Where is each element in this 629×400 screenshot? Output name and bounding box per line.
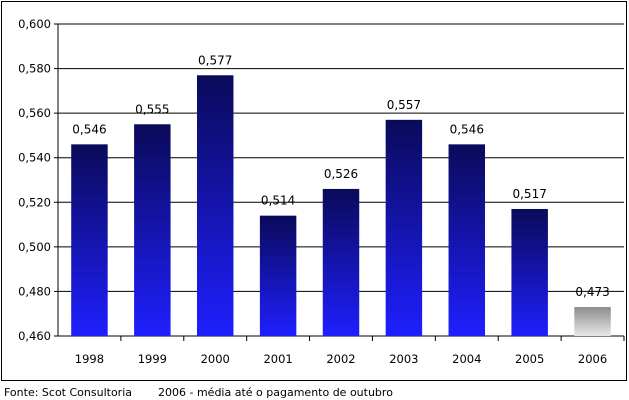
data-label-2004: 0,546: [450, 122, 484, 136]
data-label-2003: 0,557: [387, 98, 421, 112]
chart-frame: 0,546 0,555 0,577 0,514 0,526 0,557 0,546 0,517…: [1, 1, 627, 381]
x-tick-label-2004: 2004: [452, 352, 481, 366]
footnote: 2006 - média até o pagamento de outubro: [158, 386, 393, 399]
data-label-1998: 0,546: [72, 122, 106, 136]
data-label-2002: 0,526: [324, 167, 358, 181]
y-tick-label: 0,460: [18, 329, 51, 343]
y-axis-ticks: 0,460 0,480 0,500 0,520 0,540 0,560 0,580 0,600: [18, 17, 51, 343]
data-labels: 0,546 0,555 0,577 0,514 0,526 0,557 0,546 0,517…: [72, 53, 609, 299]
y-tick-label: 0,560: [18, 106, 51, 120]
x-tick-label-2001: 2001: [263, 352, 292, 366]
data-label-2001: 0,514: [261, 194, 295, 208]
bar-2004: [448, 144, 486, 336]
x-tick-label-1998: 1998: [75, 352, 104, 366]
bars: [71, 75, 611, 337]
x-tick-label-2000: 2000: [201, 352, 230, 366]
bar-2005: [511, 208, 548, 336]
x-axis-ticks: 1998 1999 2000 2001 2002 2003 2004 2005 2006: [75, 336, 625, 366]
bar-1999: [134, 124, 171, 337]
bar-2000: [196, 75, 234, 336]
source-note: Fonte: Scot Consultoria: [4, 386, 132, 399]
x-tick-label-1999: 1999: [138, 352, 167, 366]
bar-chart: 0,546 0,555 0,577 0,514 0,526 0,557 0,546 0,517…: [18, 17, 625, 366]
y-tick-label: 0,520: [18, 195, 51, 209]
x-tick-label-2006: 2006: [578, 352, 607, 366]
y-tick-label: 0,500: [18, 240, 51, 254]
bar-2002: [322, 188, 360, 336]
x-tick-label-2003: 2003: [389, 352, 418, 366]
data-label-2000: 0,577: [198, 53, 232, 67]
y-tick-label: 0,580: [18, 62, 51, 76]
data-label-1999: 0,555: [135, 102, 169, 116]
data-label-2005: 0,517: [512, 187, 546, 201]
footer: Fonte: Scot Consultoria 2006 - média até …: [4, 386, 393, 399]
bar-2006: [574, 307, 611, 336]
x-tick-label-2002: 2002: [326, 352, 355, 366]
bar-2001: [259, 215, 297, 336]
bar-1998: [71, 144, 108, 336]
y-tick-label: 0,480: [18, 284, 51, 298]
data-label-2006: 0,473: [575, 285, 609, 299]
y-tick-label: 0,540: [18, 151, 51, 165]
bar-2003: [385, 119, 423, 336]
y-tick-label: 0,600: [18, 17, 51, 31]
x-tick-label-2005: 2005: [515, 352, 544, 366]
